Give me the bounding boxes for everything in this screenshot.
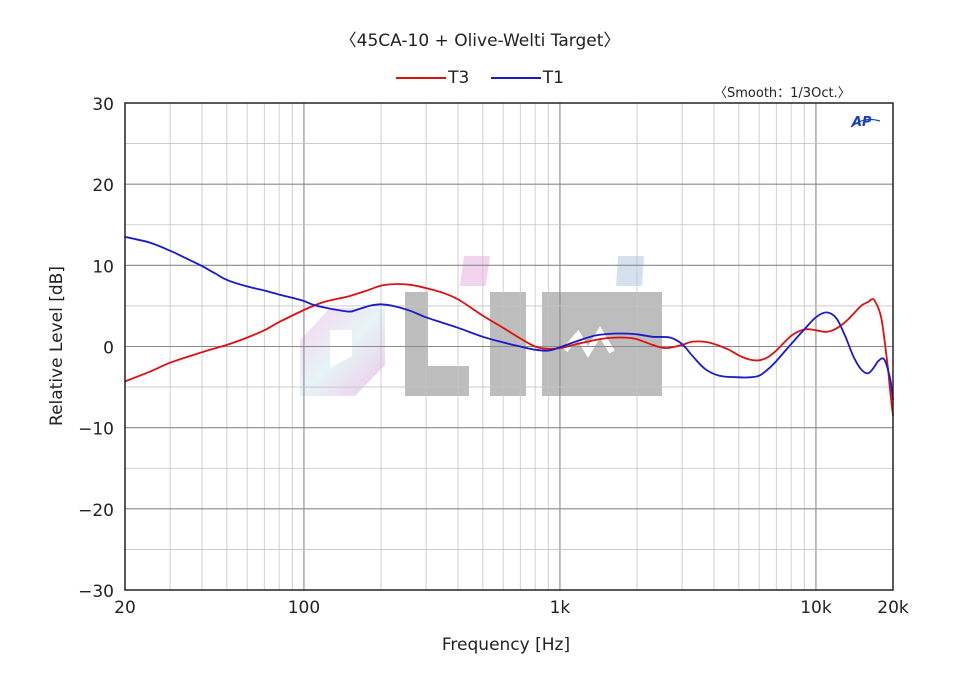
y-tick-label: 20 (92, 176, 114, 196)
smoothing-note: 〈Smooth：1/3Oct.〉 (714, 86, 851, 101)
series-line-t3 (124, 283, 894, 417)
series-line-t1 (124, 236, 894, 401)
legend: T3 T1 (0, 64, 960, 88)
y-tick-labels: 30 20 10 0 −10 −20 −30 (78, 95, 114, 602)
x-tick-label: 20k (877, 598, 909, 618)
x-tick-label: 100 (288, 598, 320, 618)
y-tick-label: −10 (78, 420, 114, 440)
x-tick-labels: 20 100 1k 10k 20k (114, 598, 909, 618)
y-tick-label: 10 (92, 257, 114, 277)
y-tick-label: 0 (103, 339, 114, 359)
y-tick-label: 30 (92, 95, 114, 115)
watermark-logo (300, 256, 662, 396)
x-tick-label: 20 (114, 598, 136, 618)
legend-item-t1: T1 (490, 68, 564, 88)
ap-logo: AP (851, 115, 872, 130)
x-axis-label: Frequency [Hz] (442, 635, 570, 655)
legend-item-t3: T3 (396, 68, 469, 88)
ap-logo-swoosh (850, 118, 881, 128)
legend-label-t3: T3 (448, 68, 470, 88)
plot-frame (124, 102, 894, 591)
x-tick-label: 1k (550, 598, 571, 618)
x-tick-label: 10k (800, 598, 832, 618)
y-axis-label: Relative Level [dB] (47, 266, 67, 426)
y-tick-label: −20 (78, 501, 114, 521)
chart-title: 〈45CA-10 + Olive-Welti Target〉 (339, 31, 621, 51)
legend-label-t1: T1 (542, 68, 564, 88)
legend-swatch-t1 (490, 77, 541, 79)
grid-lines (124, 102, 894, 591)
curves (124, 236, 894, 417)
legend-swatch-t3 (396, 77, 447, 79)
y-tick-label: −30 (78, 582, 114, 602)
